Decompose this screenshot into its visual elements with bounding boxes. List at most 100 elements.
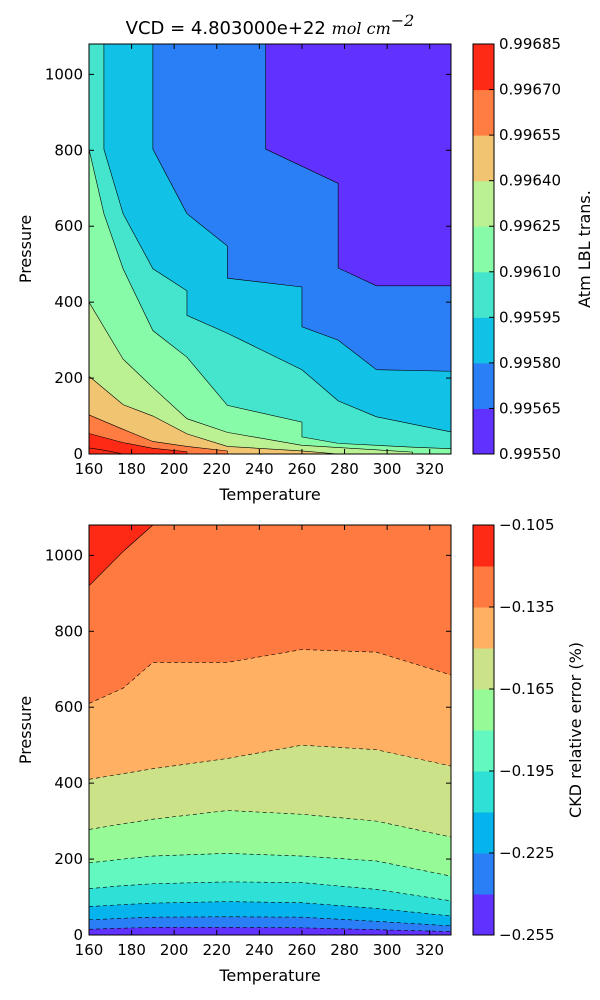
contour-line [89, 44, 451, 449]
y-tick-label: 200 [54, 850, 83, 868]
contour-line [89, 901, 451, 917]
contour-line [89, 447, 124, 454]
y-tick-label: 0 [73, 926, 83, 944]
panel-1-y-axis-label: Pressure [16, 215, 35, 283]
x-tick-label: 300 [373, 941, 402, 959]
colorbar-tick-label: 0.99685 [499, 35, 561, 53]
x-tick-label: 160 [75, 941, 104, 959]
contour-line [89, 853, 451, 877]
colorbar-tick-label: 0.99580 [499, 354, 561, 372]
x-tick-label: 280 [330, 941, 359, 959]
contour-line [89, 414, 228, 454]
colorbar-tick-label: −0.165 [499, 680, 555, 698]
colorbar-tick-label: 0.99610 [499, 263, 561, 281]
panel-1-y-ticks: 0 200 400 600 800 1000 [45, 65, 451, 463]
colorbar-band [473, 135, 494, 182]
contour-line [89, 433, 188, 454]
x-tick-label: 240 [245, 941, 274, 959]
contour-band [89, 927, 451, 935]
colorbar-band [473, 408, 494, 455]
colorbar-band [473, 648, 494, 690]
x-tick-label: 180 [117, 941, 146, 959]
y-tick-label: 1000 [45, 546, 83, 564]
colorbar-2-frame [472, 524, 495, 936]
colorbar-band [473, 271, 494, 318]
colorbar-1-ticks: 0.99550 0.99565 0.99580 0.99595 0.99610 0.996… [489, 35, 561, 463]
y-tick-label: 800 [54, 141, 83, 159]
colorbar-band [473, 226, 494, 273]
colorbar-tick-label: −0.105 [499, 516, 555, 534]
colorbar-tick-label: −0.135 [499, 598, 555, 616]
colorbar-band [473, 317, 494, 364]
contour-line [265, 44, 451, 287]
x-tick-label: 320 [415, 941, 444, 959]
colorbar-tick-label: 0.99625 [499, 217, 561, 235]
contour-band [89, 302, 413, 454]
panel-2-axes-frame [88, 524, 452, 936]
colorbar-tick-label: −0.225 [499, 844, 555, 862]
colorbar-2-bands [473, 525, 494, 936]
contour-line [89, 810, 451, 838]
colorbar-tick-label: 0.99670 [499, 81, 561, 99]
colorbar-tick-label: 0.99595 [499, 308, 561, 326]
colorbar-tick-label: −0.255 [499, 926, 555, 944]
panel-2-contour-lines [89, 525, 451, 932]
x-tick-label: 260 [288, 941, 317, 959]
colorbar-band [473, 853, 494, 895]
colorbar-1-label: Atm LBL trans. [575, 190, 594, 308]
x-tick-label: 320 [415, 460, 444, 478]
contour-line [89, 744, 451, 780]
contour-band-top [89, 525, 153, 586]
colorbar-tick-label: 0.99565 [499, 399, 561, 417]
colorbar-tick-label: 0.99655 [499, 126, 561, 144]
panel-2-contour-fills [89, 525, 451, 935]
panel-2: 160 180 200 220 240 260 280 300 320 0 200 400 600 80… [16, 516, 585, 985]
y-tick-label: 1000 [45, 65, 83, 83]
x-tick-label: 200 [160, 941, 189, 959]
colorbar-tick-label: −0.195 [499, 762, 555, 780]
x-tick-label: 160 [75, 460, 104, 478]
colorbar-band [473, 89, 494, 136]
colorbar-band [473, 689, 494, 731]
x-tick-label: 220 [202, 941, 231, 959]
colorbar-1-frame [472, 43, 495, 455]
x-tick-label: 200 [160, 460, 189, 478]
x-tick-label: 240 [245, 460, 274, 478]
panel-1-axes-frame [88, 43, 452, 455]
colorbar-band [473, 566, 494, 608]
y-tick-label: 400 [54, 293, 83, 311]
colorbar-tick-label: 0.99640 [499, 172, 561, 190]
panel-2-x-axis-label: Temperature [218, 966, 320, 985]
contour-band [89, 376, 339, 454]
panel-2-y-ticks: 0 200 400 600 800 1000 [45, 546, 451, 944]
x-tick-label: 220 [202, 460, 231, 478]
x-tick-label: 180 [117, 460, 146, 478]
panel-2-y-axis-label: Pressure [16, 696, 35, 764]
panel-1-x-ticks: 160 180 200 220 240 260 280 300 320 [75, 44, 444, 478]
colorbar-band [473, 607, 494, 649]
panel-1: VCD = 4.803000e+22 mol cm−2 160 180 200 220… [16, 11, 594, 504]
colorbar-band [473, 180, 494, 227]
y-tick-label: 200 [54, 369, 83, 387]
colorbar-2-label: CKD relative error (%) [566, 642, 585, 818]
colorbar-band [473, 730, 494, 772]
contour-band [89, 433, 187, 454]
colorbar-band [473, 894, 494, 936]
y-tick-label: 0 [73, 445, 83, 463]
contour-line [89, 525, 154, 586]
colorbar-band [473, 525, 494, 567]
contour-line [89, 916, 451, 927]
panel-1-title: VCD = 4.803000e+22 mol cm−2 [126, 11, 415, 39]
x-tick-label: 280 [330, 460, 359, 478]
colorbar-band [473, 771, 494, 813]
y-tick-label: 800 [54, 622, 83, 640]
colorbar-band [473, 362, 494, 409]
colorbar-2-ticks: −0.105 −0.135 −0.165 −0.195 −0.225 −0.255 [489, 516, 555, 944]
x-tick-label: 300 [373, 460, 402, 478]
contour-line [89, 881, 451, 902]
panel-1-contour-fills [89, 44, 451, 454]
contour-line [152, 44, 451, 372]
y-tick-label: 600 [54, 217, 83, 235]
colorbar-1-bands [473, 44, 494, 455]
